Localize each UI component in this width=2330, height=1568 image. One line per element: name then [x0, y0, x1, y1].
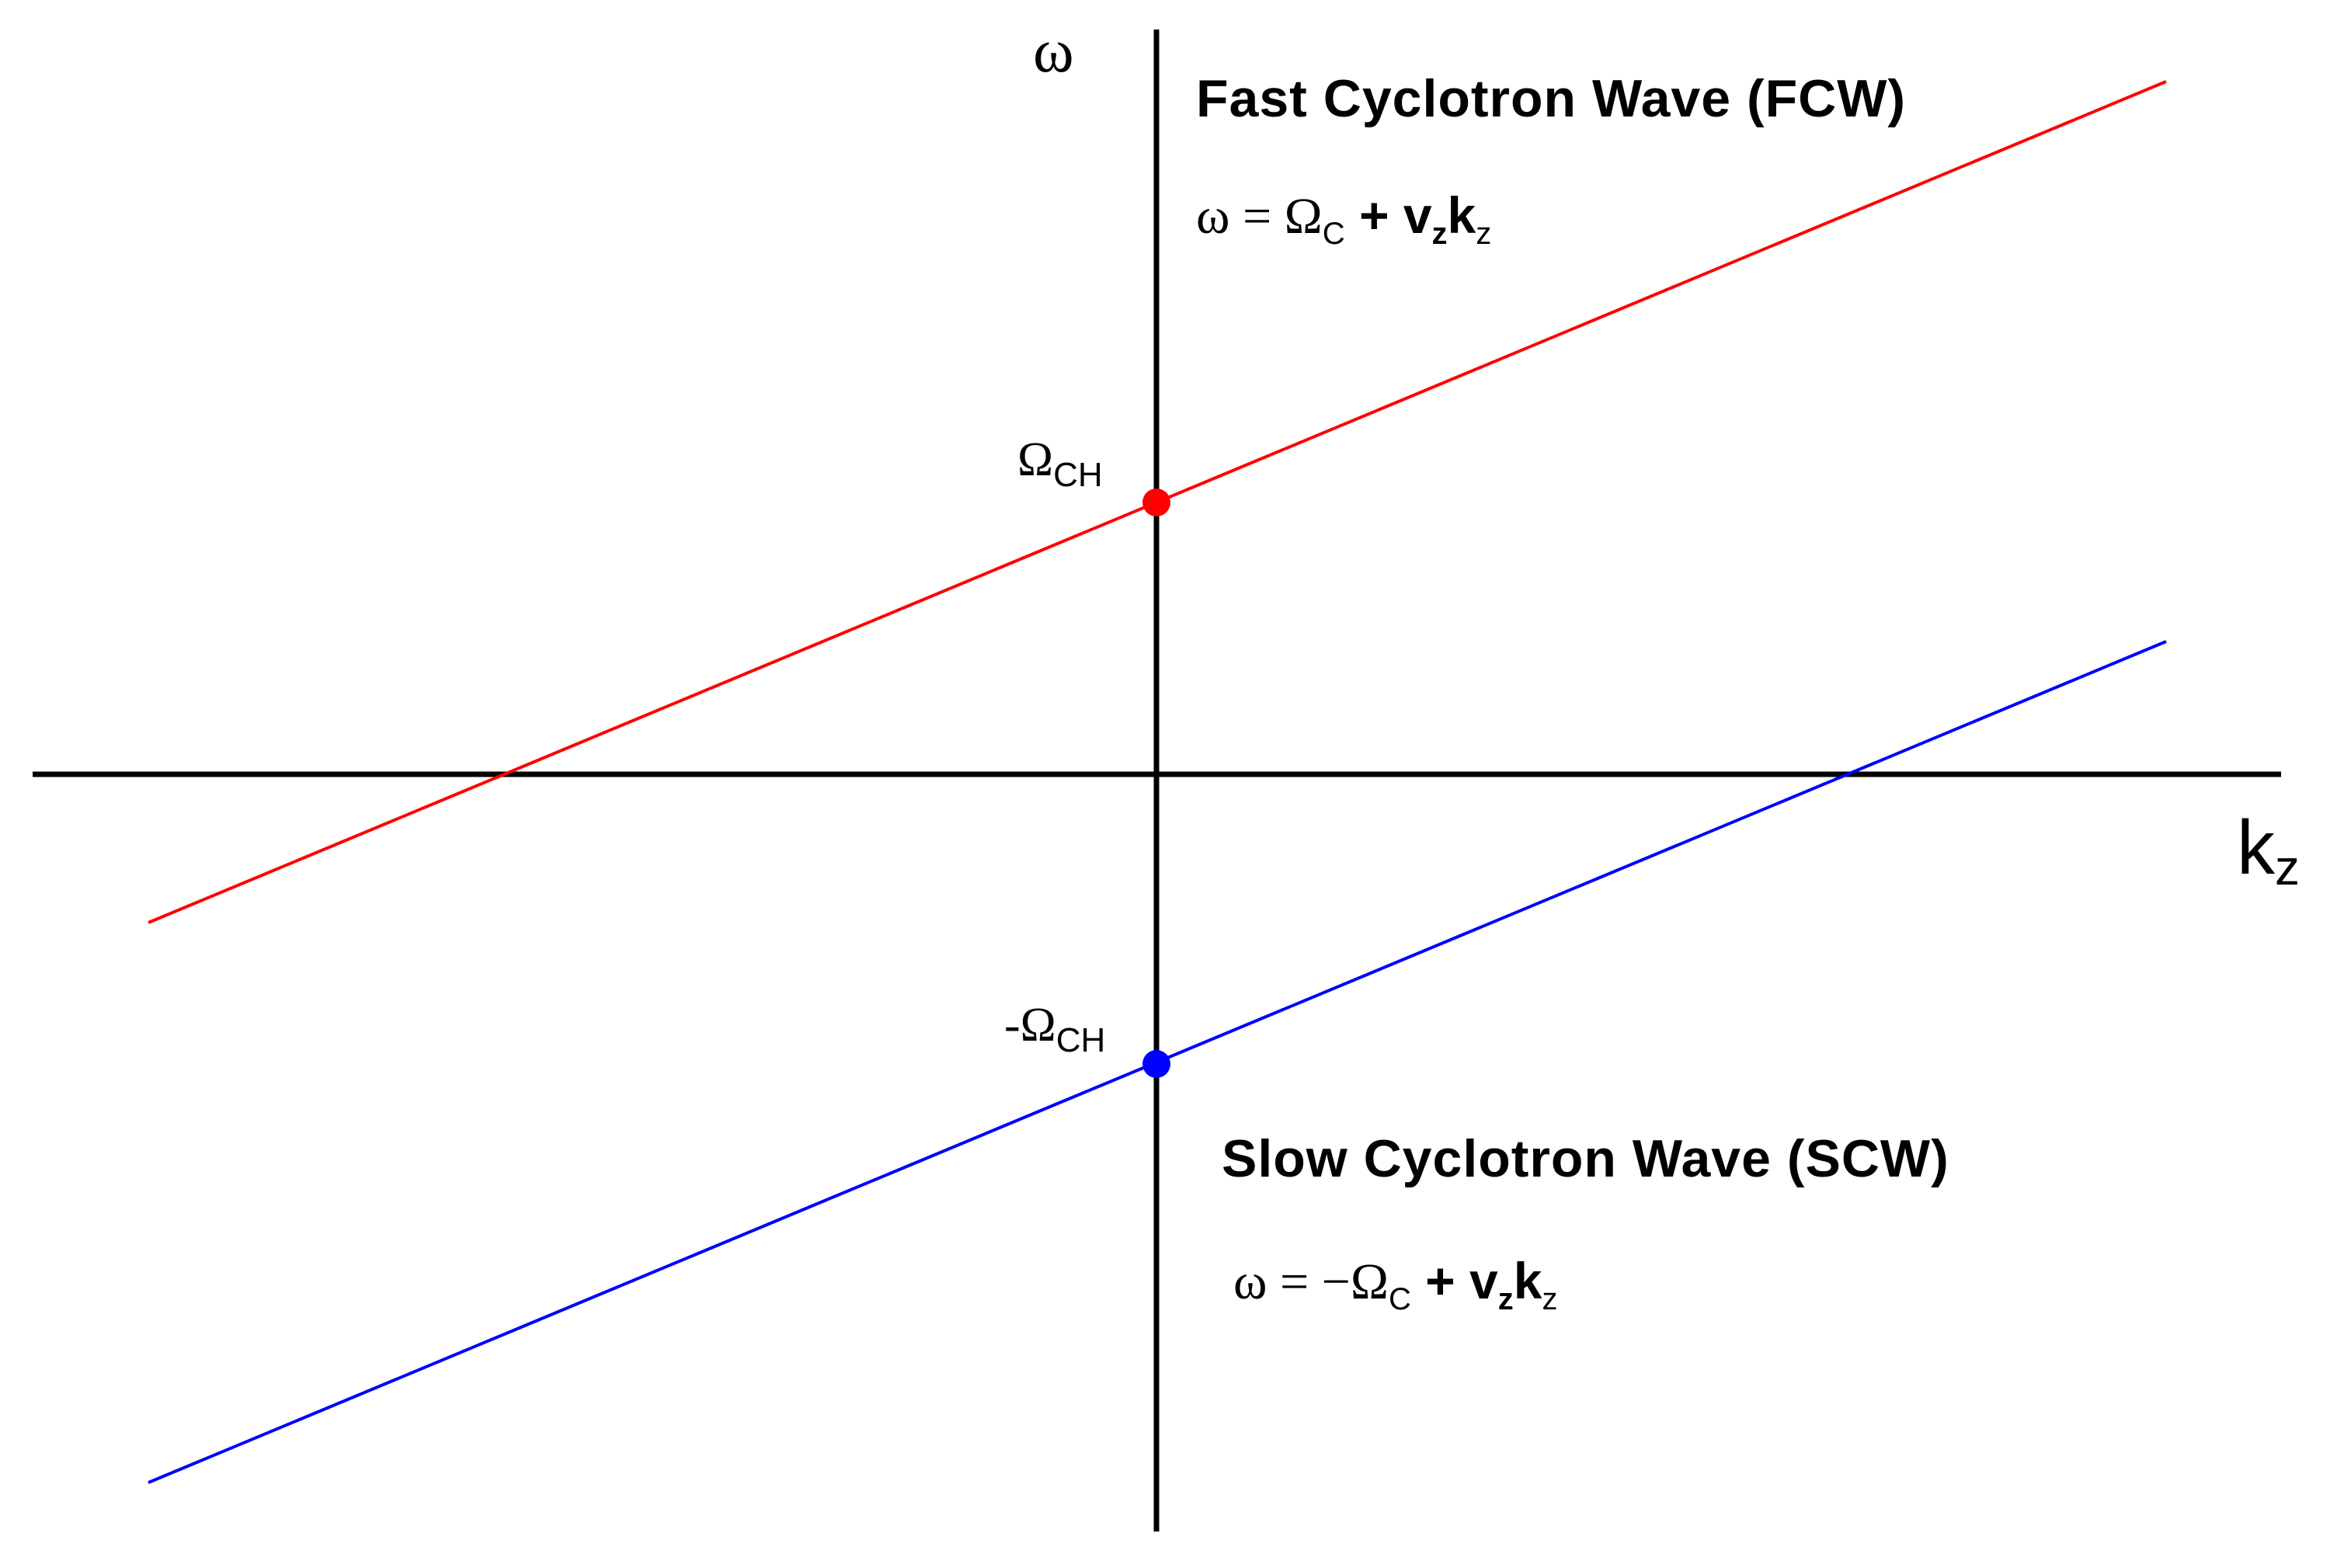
- equation-lhs: ω = −Ω: [1233, 1253, 1389, 1310]
- scw-equation: ω = −ΩC + vzkz: [1233, 1252, 1557, 1316]
- fcw-equation: ω = ΩC + vzkz: [1196, 186, 1491, 251]
- label-main: Ω: [1017, 433, 1053, 486]
- equation-v: + v: [1411, 1252, 1498, 1309]
- label-main: -Ω: [1004, 999, 1056, 1052]
- scw-point-label: -ΩCH: [1004, 999, 1105, 1059]
- equation-k: k: [1514, 1252, 1542, 1309]
- equation-sub: z: [1498, 1282, 1514, 1316]
- equation-sub: C: [1389, 1282, 1411, 1316]
- scw-point: [1142, 1050, 1170, 1078]
- fcw-title: Fast Cyclotron Wave (FCW): [1196, 69, 1906, 128]
- equation-lhs: ω = Ω: [1196, 188, 1323, 245]
- y-axis-label: ω: [1033, 17, 1074, 85]
- fcw-point-label: ΩCH: [1017, 433, 1103, 494]
- equation-sub: z: [1542, 1282, 1557, 1316]
- x-axis-label-main: k: [2237, 805, 2276, 890]
- equation-sub: C: [1323, 217, 1345, 251]
- x-axis-label: kz: [2237, 805, 2300, 895]
- equation-sub: z: [1432, 217, 1448, 251]
- scw-title: Slow Cyclotron Wave (SCW): [1222, 1129, 1949, 1188]
- label-sub: CH: [1056, 1021, 1106, 1059]
- equation-k: k: [1448, 186, 1476, 244]
- equation-v: + v: [1345, 186, 1432, 244]
- x-axis-label-sub: z: [2275, 840, 2300, 895]
- fcw-point: [1142, 488, 1170, 516]
- equation-sub: z: [1476, 217, 1491, 251]
- label-sub: CH: [1053, 456, 1103, 494]
